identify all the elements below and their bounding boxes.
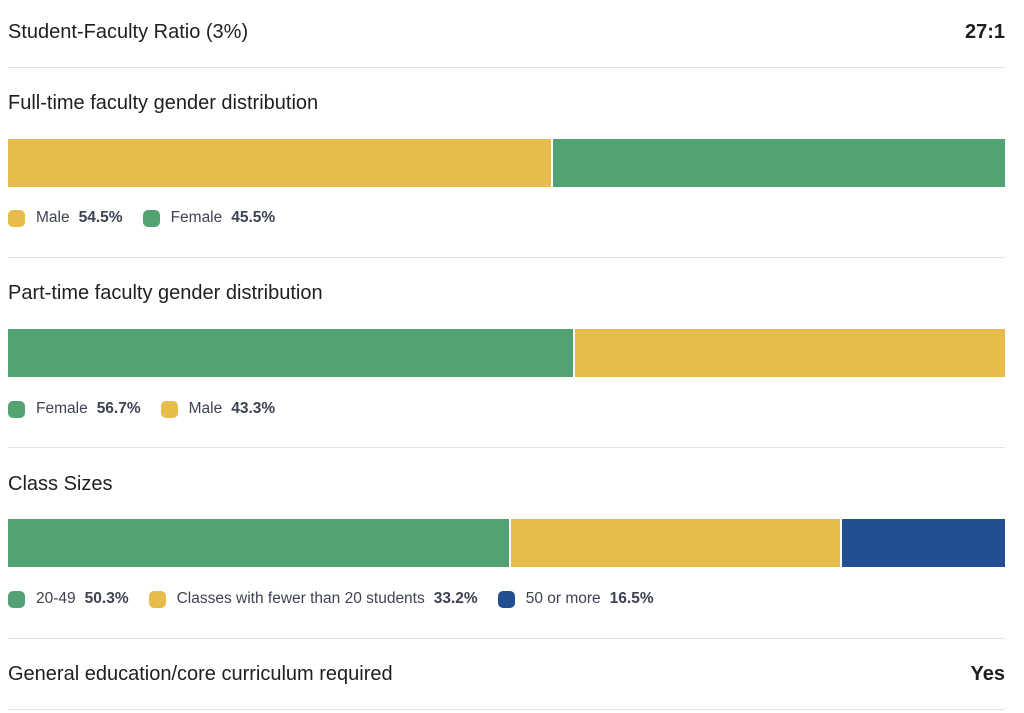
legend-item-male: Male 54.5% xyxy=(8,209,123,227)
legend-item-classes-with-fewer-than-20-students: Classes with fewer than 20 students 33.2% xyxy=(148,590,478,608)
bar-segment-male xyxy=(8,139,552,187)
fulltime-legend: Male 54.5% Female 45.5% xyxy=(8,206,295,230)
legend-item-female: Female 56.7% xyxy=(8,400,141,418)
ratio-row: Student-Faculty Ratio (3%) 27:1 xyxy=(8,10,1005,54)
legend-label: Male xyxy=(36,209,70,226)
legend-label: 50 or more xyxy=(525,590,601,607)
fulltime-bar xyxy=(8,139,1005,187)
ratio-value: 27:1 xyxy=(964,20,1005,43)
bar-segment-female xyxy=(8,329,574,377)
curriculum-label: General education/core curriculum requir… xyxy=(8,662,393,685)
classsizes-legend: 20-49 50.3% Classes with fewer than 20 stu… xyxy=(8,587,674,611)
legend-swatch-icon xyxy=(8,400,25,418)
legend-value: 33.2% xyxy=(433,590,478,607)
divider xyxy=(8,447,1005,448)
fulltime-title: Full-time faculty gender distribution xyxy=(8,92,319,114)
legend-swatch-icon xyxy=(8,209,25,227)
legend-item-50-or-more: 50 or more 16.5% xyxy=(497,590,654,608)
bar-segment-female xyxy=(551,139,1005,187)
legend-value: 50.3% xyxy=(84,590,129,607)
curriculum-value: Yes xyxy=(970,662,1005,685)
divider xyxy=(8,638,1005,639)
legend-swatch-icon xyxy=(148,590,166,608)
classsizes-title: Class Sizes xyxy=(8,473,113,495)
legend-value: 54.5% xyxy=(78,209,123,226)
parttime-legend: Female 56.7% Male 43.3% xyxy=(8,397,295,421)
classsizes-bar xyxy=(8,519,1005,567)
legend-item-female: Female 45.5% xyxy=(142,209,276,227)
legend-value: 56.7% xyxy=(96,400,141,417)
parttime-title: Part-time faculty gender distribution xyxy=(8,282,323,304)
bar-segment-20-49 xyxy=(8,519,510,567)
curriculum-row: General education/core curriculum requir… xyxy=(8,652,1005,696)
ratio-label: Student-Faculty Ratio (3%) xyxy=(8,20,249,43)
legend-label: Female xyxy=(170,209,223,226)
legend-label: Female xyxy=(36,400,88,417)
parttime-bar xyxy=(8,329,1005,377)
bar-segment-50-or-more xyxy=(840,519,1005,567)
legend-swatch-icon xyxy=(8,590,25,608)
legend-label: 20-49 xyxy=(36,590,76,607)
legend-value: 16.5% xyxy=(609,590,654,607)
legend-value: 43.3% xyxy=(231,400,276,417)
legend-value: 45.5% xyxy=(231,209,276,226)
bar-segment-male xyxy=(573,329,1005,377)
legend-swatch-icon xyxy=(160,400,178,418)
legend-item-20-49: 20-49 50.3% xyxy=(8,590,129,608)
legend-label: Male xyxy=(188,400,223,417)
divider xyxy=(8,67,1005,68)
divider xyxy=(8,257,1005,258)
legend-swatch-icon xyxy=(497,590,515,608)
divider xyxy=(8,709,1005,710)
legend-swatch-icon xyxy=(142,209,160,227)
legend-label: Classes with fewer than 20 students xyxy=(176,590,425,607)
bar-segment-classes-with-fewer-than-20-students xyxy=(509,519,841,567)
legend-item-male: Male 43.3% xyxy=(160,400,276,418)
